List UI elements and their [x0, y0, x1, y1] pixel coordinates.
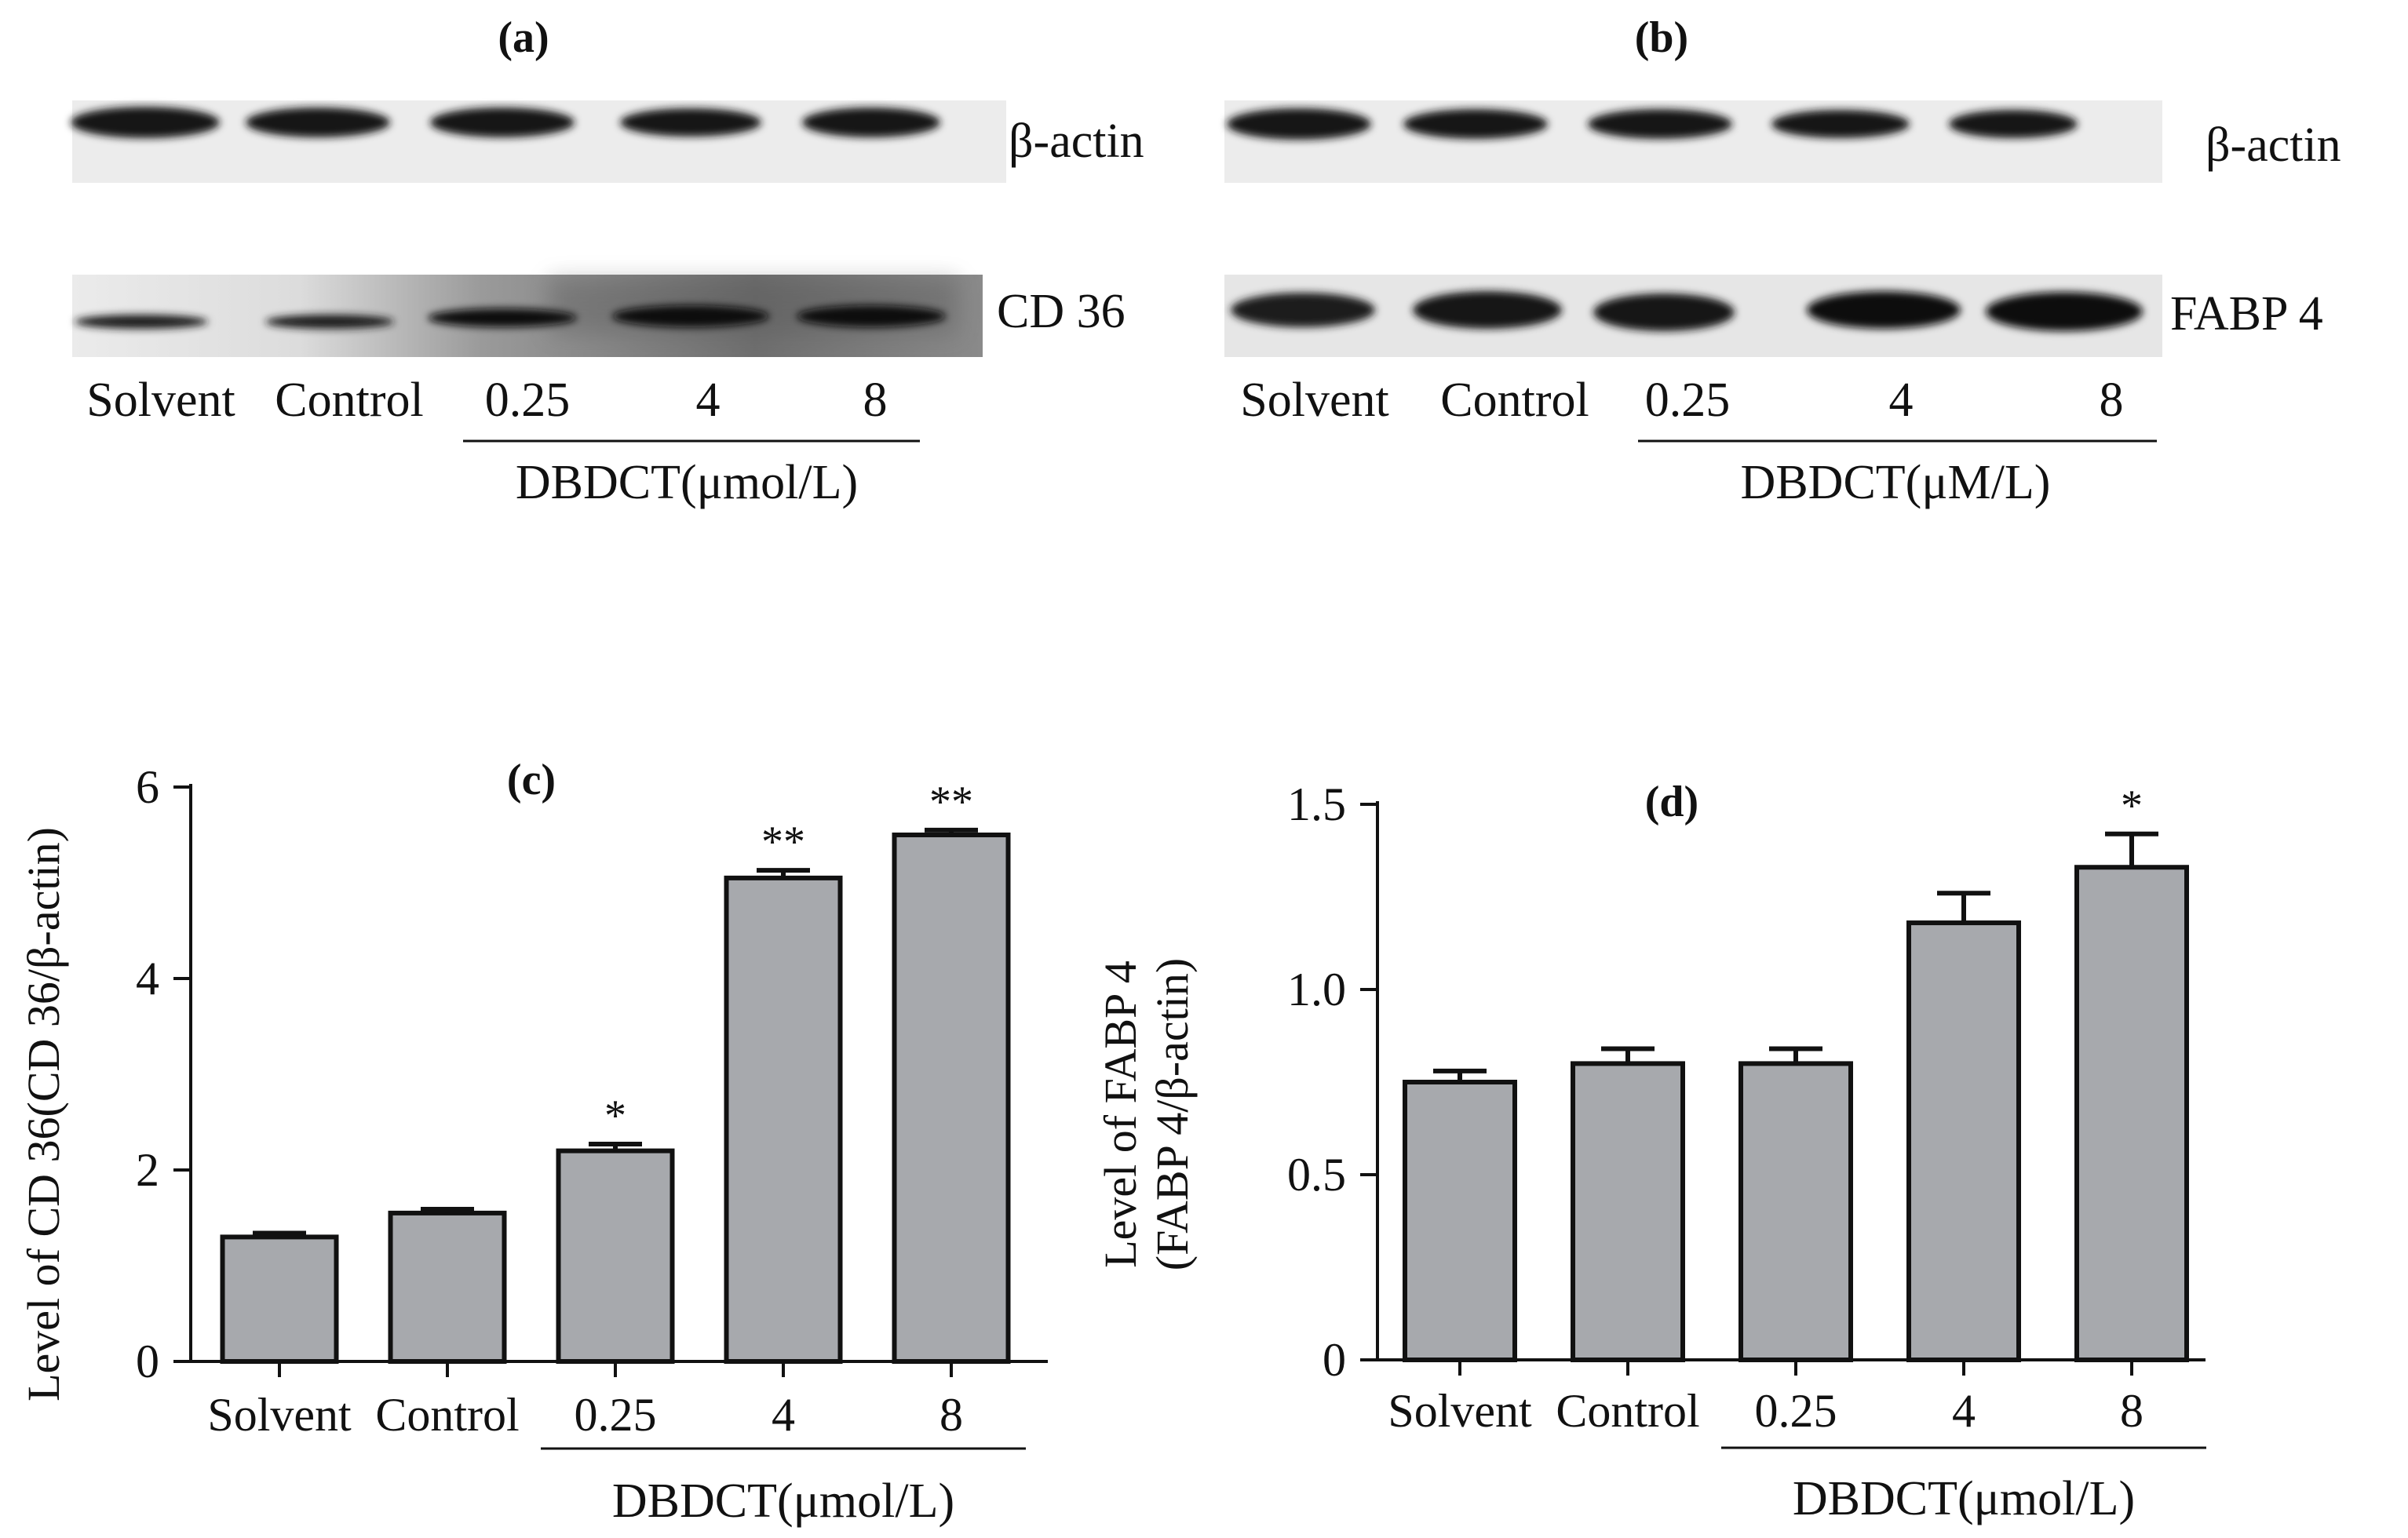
- blot-a-cd36-bands: [75, 305, 946, 329]
- blot-b-actin-bands: [1227, 108, 2078, 140]
- blot-a-lane-labels: Solvent Control 0.25 4 8: [86, 374, 887, 427]
- band: [75, 315, 208, 329]
- lane-label: Solvent: [1240, 374, 1388, 427]
- y-tick-label: 4: [136, 953, 159, 1004]
- blot-a-band-label-cd36: CD 36: [997, 285, 1126, 338]
- blot-a-title: (a): [498, 13, 549, 62]
- y-axis-label: Level of FABP 4: [1095, 960, 1146, 1267]
- lane-label: 8: [863, 374, 888, 427]
- x-tick-label: Control: [375, 1389, 519, 1441]
- x-tick-label: Solvent: [207, 1389, 352, 1441]
- bar: [1906, 920, 2021, 1363]
- band: [612, 305, 769, 327]
- band: [797, 305, 946, 327]
- blot-b-band-label-fabp4: FABP 4: [2170, 287, 2323, 341]
- bar: [1571, 1061, 1685, 1363]
- chart-title: (d): [1645, 778, 1698, 826]
- x-tick-label: 8: [2120, 1385, 2143, 1437]
- bar: [388, 1210, 507, 1365]
- blot-b-fabp4-bands: [1231, 291, 2143, 331]
- blot-a-group-label: DBDCT(μmol/L): [516, 456, 858, 509]
- x-tick-label: 4: [772, 1389, 795, 1441]
- y-axis-label: (FABP 4/β-actin): [1147, 958, 1198, 1270]
- blot-panel-b: (b) β-actin FABP 4 Solvent Control 0.25 …: [1224, 13, 2341, 509]
- bar: [1739, 1061, 1853, 1363]
- band: [265, 315, 394, 329]
- blot-b-title: (b): [1635, 13, 1688, 62]
- significance-mark: **: [761, 818, 805, 866]
- lane-label: Control: [275, 374, 423, 427]
- x-tick-label: 8: [939, 1389, 963, 1441]
- band: [1807, 291, 1961, 329]
- y-axis-label: Level of CD 36(CD 36/β-actin): [18, 827, 69, 1401]
- blot-b-lane-labels: Solvent Control 0.25 4 8: [1240, 374, 2123, 427]
- x-tick-label: 0.25: [575, 1389, 657, 1441]
- y-tick-label: 0: [136, 1336, 159, 1387]
- bar: [220, 1234, 339, 1365]
- lane-label: 0.25: [1645, 374, 1731, 427]
- x-tick-label: Solvent: [1388, 1385, 1532, 1437]
- blot-a-band-label-actin: β-actin: [1009, 115, 1144, 168]
- bar-chart-d: (d) Level of FABP 4 (FABP 4/β-actin) Solven…: [1095, 778, 2206, 1525]
- lane-label: Solvent: [86, 374, 235, 427]
- significance-mark: *: [604, 1092, 626, 1140]
- y-tick-label: 1.5: [1287, 778, 1346, 830]
- y-tick-label: 6: [136, 761, 159, 813]
- band: [71, 107, 220, 138]
- lane-label: 8: [2100, 374, 2124, 427]
- lane-label: Control: [1440, 374, 1589, 427]
- bar: [724, 875, 843, 1364]
- y-tick-label: 1.0: [1287, 964, 1346, 1015]
- bar: [1403, 1080, 1517, 1362]
- significance-mark: *: [2121, 782, 2143, 830]
- blot-b-band-label-actin: β-actin: [2206, 118, 2341, 172]
- lane-label: 0.25: [485, 374, 571, 427]
- blot-panel-a: (a) β-actin CD 36 Solvent Control 0.25 4…: [71, 13, 1144, 509]
- band: [620, 108, 761, 137]
- x-tick-label: Control: [1556, 1385, 1699, 1437]
- y-tick-label: 0.5: [1287, 1149, 1346, 1201]
- band: [1588, 109, 1732, 139]
- significance-mark: **: [929, 778, 973, 826]
- band: [430, 108, 575, 137]
- band: [428, 308, 577, 327]
- bar: [2074, 865, 2189, 1362]
- lane-label: 4: [1889, 374, 1914, 427]
- lane-label: 4: [696, 374, 721, 427]
- bar-chart-c: (c) Level of CD 36(CD 36/β-actin) Solvent C…: [18, 756, 1048, 1528]
- band: [1413, 291, 1562, 329]
- blot-b-group-label: DBDCT(μM/L): [1741, 456, 2051, 509]
- x-tick-label: 4: [1952, 1385, 1976, 1437]
- band: [1771, 110, 1910, 138]
- bar: [556, 1148, 675, 1364]
- band: [1593, 293, 1735, 331]
- chart-title: (c): [507, 756, 556, 804]
- band: [1949, 110, 2078, 138]
- band: [246, 108, 390, 137]
- band: [1227, 108, 1371, 140]
- band: [1986, 292, 2143, 331]
- group-label: DBDCT(μmol/L): [1793, 1472, 2135, 1525]
- band: [1403, 109, 1548, 139]
- x-tick-label: 0.25: [1755, 1385, 1837, 1437]
- band: [1231, 293, 1375, 327]
- y-tick-label: 2: [136, 1144, 159, 1196]
- group-label: DBDCT(μmol/L): [612, 1474, 954, 1528]
- bar: [892, 833, 1011, 1364]
- band: [802, 108, 940, 137]
- blot-a-actin-bands: [71, 107, 940, 138]
- y-tick-label: 0: [1323, 1334, 1346, 1386]
